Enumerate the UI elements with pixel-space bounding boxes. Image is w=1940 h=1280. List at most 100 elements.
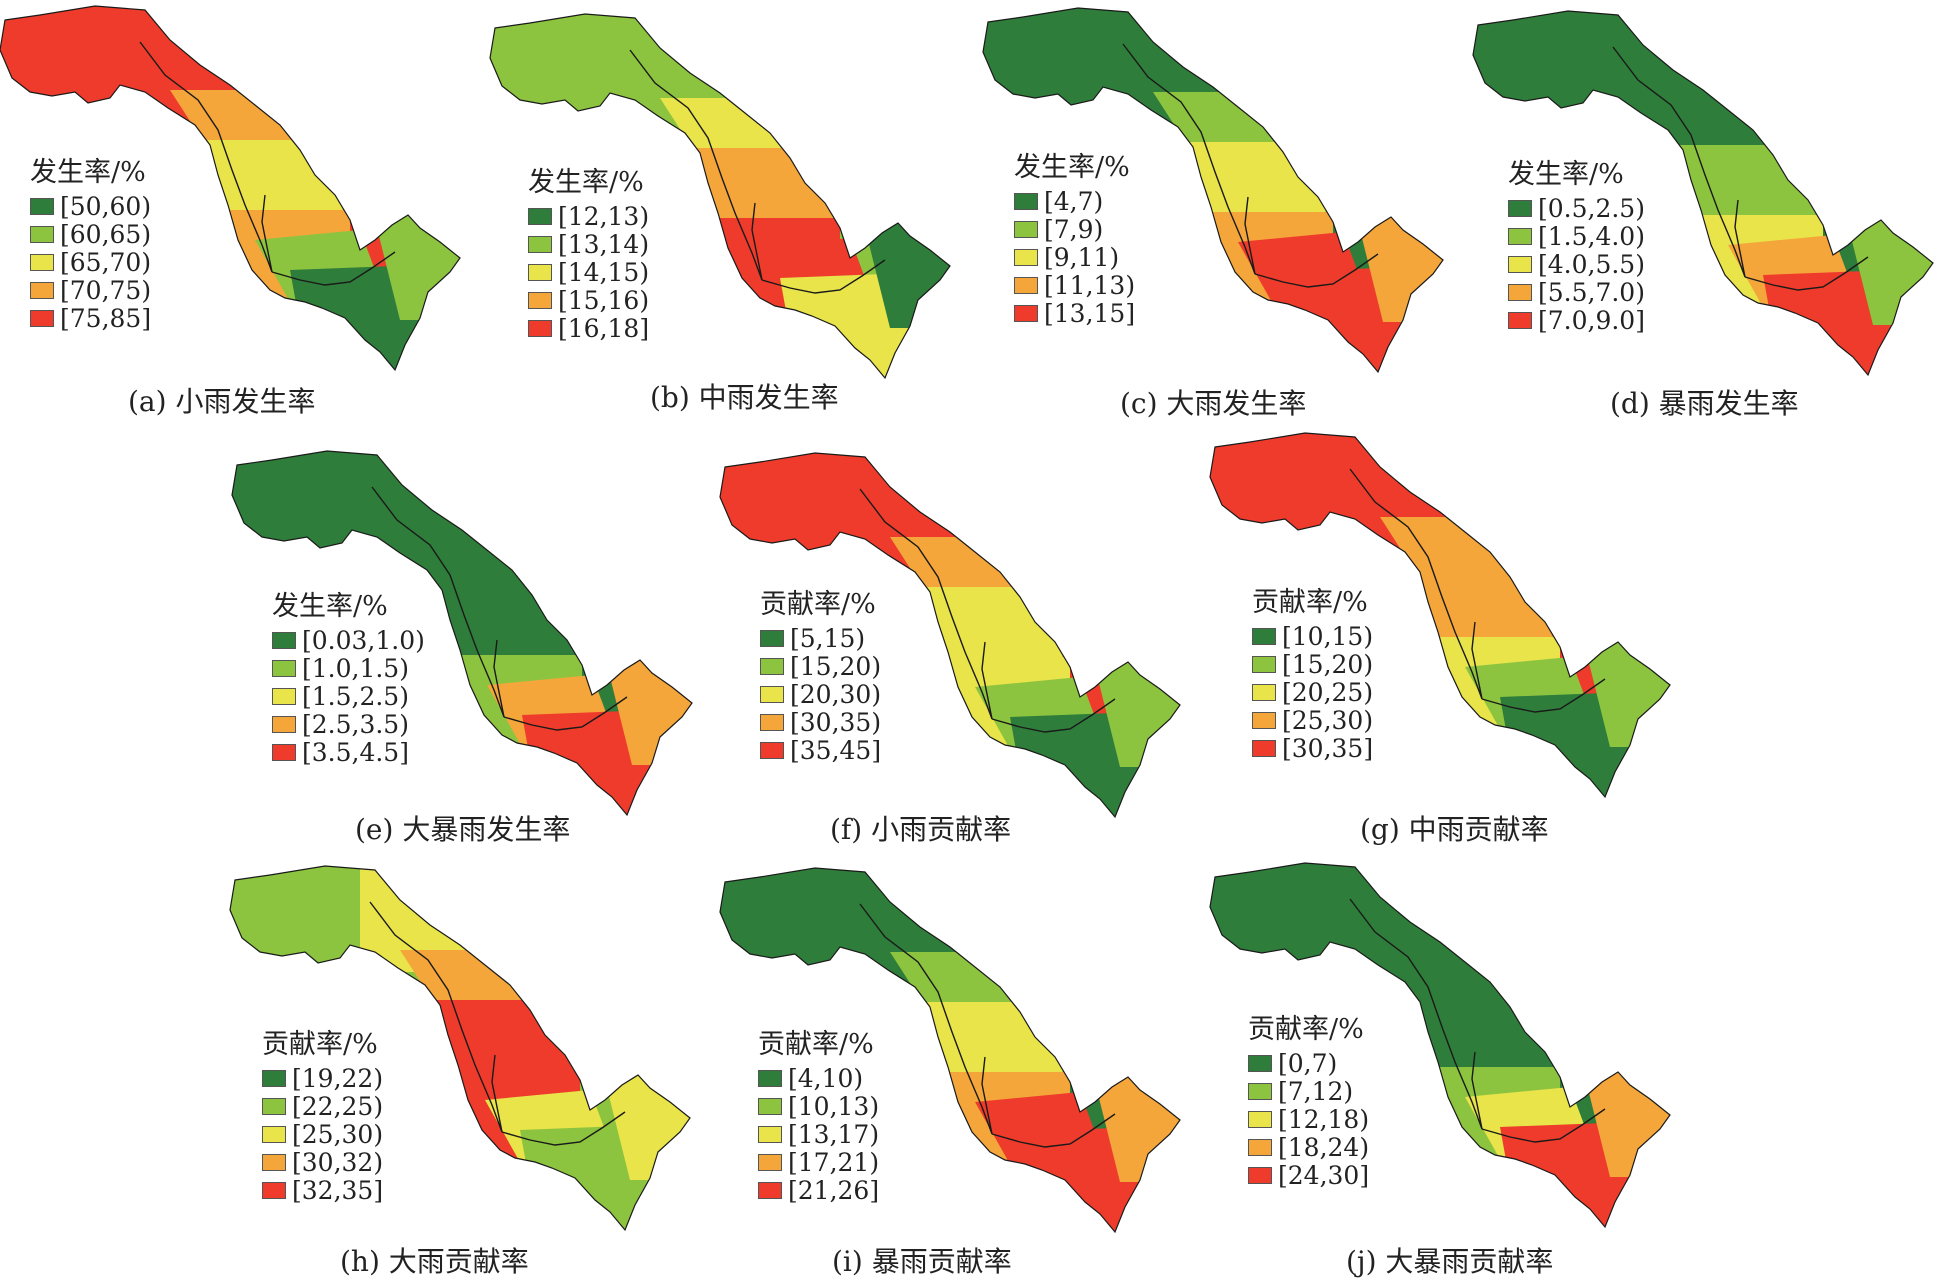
legend-f: 贡献率/% [5,15) [15,20) [20,30) [30,35) [35,45] bbox=[760, 589, 882, 765]
legend-f-title: 贡献率/% bbox=[760, 589, 876, 620]
legend-i-item-1: [4,10) bbox=[758, 1064, 879, 1093]
legend-f-label-1: [5,15) bbox=[790, 623, 866, 653]
legend-a-label-2: [60,65) bbox=[60, 219, 152, 249]
legend-f-swatch-1 bbox=[760, 629, 784, 647]
legend-h-swatch-5 bbox=[262, 1181, 286, 1199]
legend-a-swatch-3 bbox=[30, 253, 54, 271]
legend-h-item-5: [32,35] bbox=[262, 1176, 383, 1205]
legend-f-item-5: [35,45] bbox=[760, 735, 882, 765]
legend-i-swatch-2 bbox=[758, 1097, 782, 1115]
map-i-river-3 bbox=[981, 1056, 993, 1135]
map-h-river-3 bbox=[491, 1054, 503, 1133]
legend-d-label-5: [7.0,9.0] bbox=[1538, 305, 1645, 335]
legend-j-title: 贡献率/% bbox=[1248, 1014, 1364, 1045]
legend-b-item-3: [14,15) bbox=[528, 258, 649, 287]
map-b-river-1 bbox=[629, 49, 763, 281]
legend-a-swatch-2 bbox=[30, 225, 54, 243]
legend-a-item-3: [65,70) bbox=[30, 247, 152, 277]
map-g-river-1 bbox=[1349, 468, 1483, 700]
map-f-river-2 bbox=[991, 698, 1116, 733]
legend-d-label-4: [5.5,7.0) bbox=[1538, 277, 1645, 307]
map-b-river-3 bbox=[751, 202, 763, 281]
caption-b: (b) 中雨发生率 bbox=[650, 381, 839, 414]
map-b-outline bbox=[489, 13, 951, 380]
legend-f-item-2: [15,20) bbox=[760, 651, 882, 681]
legend-b-label-5: [16,18] bbox=[558, 313, 650, 343]
legend-c-item-3: [9,11) bbox=[1014, 243, 1135, 272]
legend-f-label-5: [35,45] bbox=[790, 735, 882, 765]
map-a-river-2 bbox=[271, 251, 396, 286]
legend-e-swatch-5 bbox=[272, 743, 296, 761]
legend-c-swatch-2 bbox=[1014, 220, 1038, 238]
legend-c-label-5: [13,15] bbox=[1044, 298, 1136, 328]
legend-g-swatch-4 bbox=[1252, 711, 1276, 729]
map-a-river-1 bbox=[139, 41, 273, 273]
legend-b-title: 发生率/% bbox=[528, 167, 644, 198]
map-d-river-2 bbox=[1744, 256, 1869, 291]
legend-c-swatch-5 bbox=[1014, 304, 1038, 322]
map-g-river-3 bbox=[1471, 621, 1483, 700]
legend-j-label-5: [24,30] bbox=[1278, 1160, 1370, 1190]
legend-c-item-5: [13,15] bbox=[1014, 298, 1136, 328]
legend-a-swatch-5 bbox=[30, 309, 54, 327]
legend-b-swatch-4 bbox=[528, 291, 552, 309]
legend-d-swatch-2 bbox=[1508, 227, 1532, 245]
legend-g-item-5: [30,35] bbox=[1252, 734, 1373, 763]
legend-c: 发生率/% [4,7) [7,9) [9,11) [11,13) [13,15] bbox=[1014, 153, 1136, 328]
legend-j-swatch-5 bbox=[1248, 1166, 1272, 1184]
caption-e: (e) 大暴雨发生率 bbox=[355, 813, 571, 846]
legend-a-label-3: [65,70) bbox=[60, 247, 152, 277]
legend-i-swatch-5 bbox=[758, 1181, 782, 1199]
legend-d-swatch-1 bbox=[1508, 199, 1532, 217]
legend-d-label-1: [0.5,2.5) bbox=[1538, 193, 1645, 223]
legend-b: 发生率/% [12,13) [13,14) [14,15) [15,16) [16,18] bbox=[528, 167, 650, 343]
legend-b-label-4: [15,16) bbox=[558, 285, 650, 315]
map-g-outline bbox=[1209, 432, 1671, 799]
legend-c-label-4: [11,13) bbox=[1044, 270, 1136, 300]
legend-a: 发生率/% [50,60) [60,65) [65,70) [70,75) [75,85] bbox=[30, 158, 152, 333]
legend-j-item-1: [0,7) bbox=[1248, 1048, 1369, 1078]
legend-h-title: 贡献率/% bbox=[262, 1029, 378, 1060]
legend-d-label-3: [4.0,5.5) bbox=[1538, 249, 1645, 279]
legend-g-item-1: [10,15) bbox=[1252, 622, 1373, 651]
caption-j: (j) 大暴雨贡献率 bbox=[1346, 1245, 1554, 1278]
map-i-outline bbox=[719, 867, 1181, 1234]
legend-f-label-2: [15,20) bbox=[790, 651, 882, 681]
legend-a-item-4: [70,75) bbox=[30, 276, 151, 305]
legend-h: 贡献率/% [19,22) [22,25) [25,30) [30,32) [32,35] bbox=[262, 1029, 384, 1205]
legend-h-label-4: [30,32) bbox=[292, 1147, 384, 1177]
legend-h-item-3: [25,30) bbox=[262, 1120, 383, 1149]
legend-b-item-2: [13,14) bbox=[528, 230, 649, 259]
map-h-river-2 bbox=[501, 1111, 626, 1146]
map-f-outline bbox=[719, 452, 1181, 819]
legend-a-item-2: [60,65) bbox=[30, 219, 152, 249]
legend-j-label-1: [0,7) bbox=[1278, 1048, 1338, 1078]
legend-j-item-5: [24,30] bbox=[1248, 1160, 1370, 1190]
legend-b-swatch-1 bbox=[528, 207, 552, 225]
map-h-river-1 bbox=[369, 901, 503, 1133]
legend-f-swatch-5 bbox=[760, 741, 784, 759]
legend-g-swatch-1 bbox=[1252, 627, 1276, 645]
legend-i-label-3: [13,17) bbox=[788, 1119, 880, 1149]
legend-h-swatch-3 bbox=[262, 1125, 286, 1143]
legend-e-label-1: [0.03,1.0) bbox=[302, 625, 425, 655]
caption-c: (c) 大雨发生率 bbox=[1120, 387, 1307, 420]
legend-c-item-4: [11,13) bbox=[1014, 270, 1136, 300]
legend-g-swatch-5 bbox=[1252, 739, 1276, 757]
legend-f-swatch-4 bbox=[760, 713, 784, 731]
legend-e-label-5: [3.5,4.5] bbox=[302, 737, 409, 767]
legend-f-item-3: [20,30) bbox=[760, 679, 882, 709]
caption-i: (i) 暴雨贡献率 bbox=[832, 1245, 1012, 1278]
legend-h-item-1: [19,22) bbox=[262, 1064, 383, 1093]
map-i-river-2 bbox=[991, 1113, 1116, 1148]
legend-g-label-4: [25,30) bbox=[1282, 705, 1374, 735]
map-g-river-2 bbox=[1481, 678, 1606, 713]
legend-d-label-2: [1.5,4.0) bbox=[1538, 221, 1645, 251]
legend-f-label-3: [20,30) bbox=[790, 679, 882, 709]
legend-f-label-4: [30,35) bbox=[790, 707, 882, 737]
legend-j-swatch-2 bbox=[1248, 1082, 1272, 1100]
map-i-river-1 bbox=[859, 903, 993, 1135]
legend-j-item-3: [12,18) bbox=[1248, 1105, 1369, 1134]
legend-h-swatch-1 bbox=[262, 1069, 286, 1087]
legend-g-swatch-2 bbox=[1252, 655, 1276, 673]
